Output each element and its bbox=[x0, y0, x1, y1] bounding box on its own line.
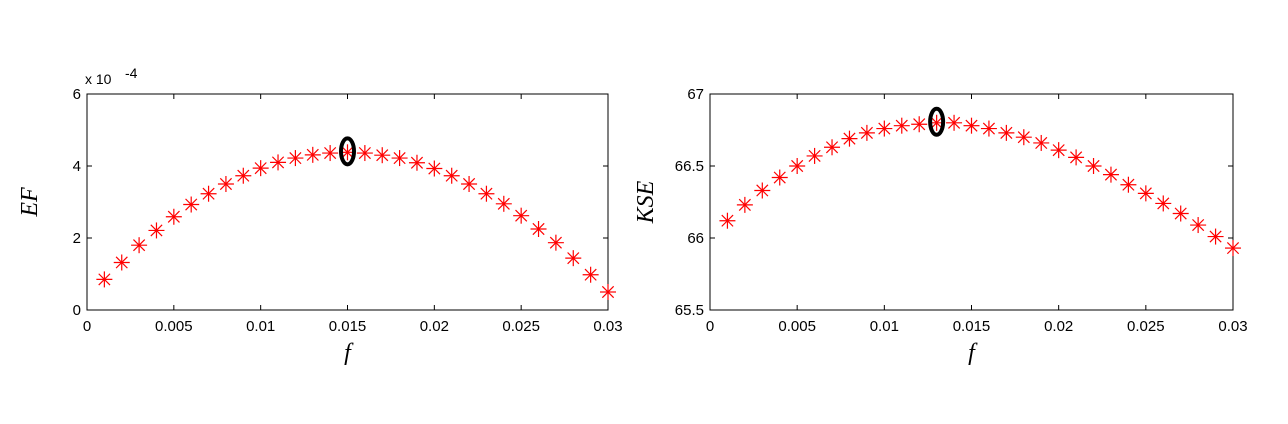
ef-data-point bbox=[495, 195, 512, 212]
kse-chart: 0 0.005 0.01 0.015 0.02 0.025 0.03 65.5 66 66.5 67… bbox=[633, 86, 1248, 366]
kse-y-tick-label: 67 bbox=[687, 86, 704, 103]
ef-data-point bbox=[582, 266, 599, 283]
ef-data-point bbox=[426, 160, 443, 177]
ef-data-point bbox=[565, 250, 582, 267]
kse-x-axis-label: f bbox=[968, 340, 978, 366]
kse-data-point bbox=[1068, 149, 1085, 166]
ef-data-point bbox=[235, 167, 252, 184]
ef-data-point bbox=[287, 150, 304, 167]
ef-data-point bbox=[252, 160, 269, 177]
kse-data-point bbox=[911, 116, 928, 133]
ef-highlight-marker bbox=[339, 136, 356, 167]
ef-y-multiplier: x 10 bbox=[85, 71, 112, 87]
ef-axes-frame bbox=[86, 93, 609, 311]
ef-y-axis-label: EF bbox=[17, 187, 43, 218]
kse-data-point bbox=[946, 114, 963, 131]
kse-data-point bbox=[719, 212, 736, 229]
kse-data-point bbox=[824, 139, 841, 156]
ef-data-point bbox=[600, 284, 616, 300]
kse-y-axis-label: KSE bbox=[633, 180, 659, 224]
ef-data-point bbox=[443, 167, 460, 184]
ef-x-tick-label: 0.025 bbox=[502, 318, 540, 335]
kse-data-point bbox=[789, 158, 806, 174]
ef-data-point bbox=[131, 237, 148, 254]
ef-data-point bbox=[322, 145, 339, 162]
ef-x-tick-label: 0.005 bbox=[155, 318, 193, 335]
ef-x-tick-label: 0.03 bbox=[593, 318, 622, 335]
kse-data-point bbox=[1120, 176, 1137, 193]
ef-data-point bbox=[547, 234, 564, 251]
kse-highlight-marker bbox=[928, 106, 946, 137]
kse-data-point bbox=[1050, 142, 1067, 159]
kse-x-tick-label: 0.03 bbox=[1218, 318, 1247, 335]
ef-data-point bbox=[374, 147, 391, 164]
kse-data-point bbox=[858, 124, 875, 141]
ef-y-tick-label: 0 bbox=[73, 302, 81, 319]
ef-data-point bbox=[461, 176, 478, 192]
kse-x-tick-label: 0 bbox=[706, 318, 714, 335]
kse-data-point bbox=[806, 147, 823, 164]
kse-x-tick-label: 0.02 bbox=[1044, 318, 1073, 335]
ef-data-point bbox=[148, 222, 165, 239]
ef-x-tick-label: 0.015 bbox=[329, 318, 367, 335]
kse-x-tick-label: 0.015 bbox=[953, 318, 991, 335]
ef-data-point bbox=[304, 146, 321, 163]
kse-x-tick-label: 0.01 bbox=[870, 318, 899, 335]
ef-data-point bbox=[270, 154, 287, 171]
kse-data-point bbox=[893, 117, 910, 134]
ef-data-point bbox=[200, 185, 217, 202]
kse-y-tick-label: 66.5 bbox=[675, 158, 704, 175]
ef-data-point bbox=[391, 150, 408, 167]
ef-data-point bbox=[356, 145, 373, 162]
kse-data-point bbox=[1015, 129, 1032, 146]
ef-data-point bbox=[513, 207, 530, 224]
ef-y-multiplier-exponent: -4 bbox=[125, 65, 138, 81]
kse-data-point bbox=[963, 117, 980, 134]
kse-data-point bbox=[736, 196, 753, 213]
kse-data-point bbox=[1225, 240, 1241, 257]
kse-y-tick-label: 65.5 bbox=[675, 302, 704, 319]
kse-data-point bbox=[771, 169, 788, 186]
kse-data-point bbox=[1137, 185, 1154, 202]
kse-data-point bbox=[754, 182, 771, 199]
ef-y-tick-label: 6 bbox=[73, 86, 81, 103]
kse-data-point bbox=[1033, 134, 1050, 151]
kse-x-tick-label: 0.005 bbox=[778, 318, 816, 335]
ef-x-tick-label: 0.02 bbox=[420, 318, 449, 335]
kse-data-point bbox=[1190, 217, 1207, 234]
kse-y-tick-label: 66 bbox=[687, 230, 704, 247]
kse-data-point bbox=[1172, 205, 1189, 222]
ef-y-tick-label: 2 bbox=[73, 230, 81, 247]
kse-data-point bbox=[876, 120, 893, 137]
kse-data-point bbox=[998, 124, 1015, 141]
kse-data-point bbox=[841, 130, 858, 147]
ef-chart: 0 0.005 0.01 0.015 0.02 0.025 0.03 0 2 4 6x 10 -4 f E… bbox=[17, 65, 623, 366]
kse-data-point bbox=[1207, 228, 1224, 245]
ef-data-point bbox=[96, 271, 113, 288]
kse-data-point bbox=[1155, 195, 1172, 212]
ef-y-tick-label: 4 bbox=[73, 158, 81, 175]
ef-data-point bbox=[408, 154, 425, 171]
ef-data-point bbox=[217, 176, 234, 192]
kse-data-point bbox=[1102, 166, 1119, 183]
ef-data-point bbox=[530, 221, 547, 237]
ef-data-point bbox=[165, 208, 182, 225]
kse-data-point bbox=[980, 120, 997, 137]
ef-data-point bbox=[183, 196, 200, 213]
ef-x-tick-label: 0 bbox=[83, 318, 91, 335]
kse-x-tick-label: 0.025 bbox=[1127, 318, 1165, 335]
ef-x-axis-label: f bbox=[344, 340, 354, 366]
ef-data-point bbox=[113, 254, 130, 271]
ef-data-point bbox=[478, 185, 495, 202]
kse-data-point bbox=[1085, 158, 1102, 174]
ef-x-tick-label: 0.01 bbox=[246, 318, 275, 335]
